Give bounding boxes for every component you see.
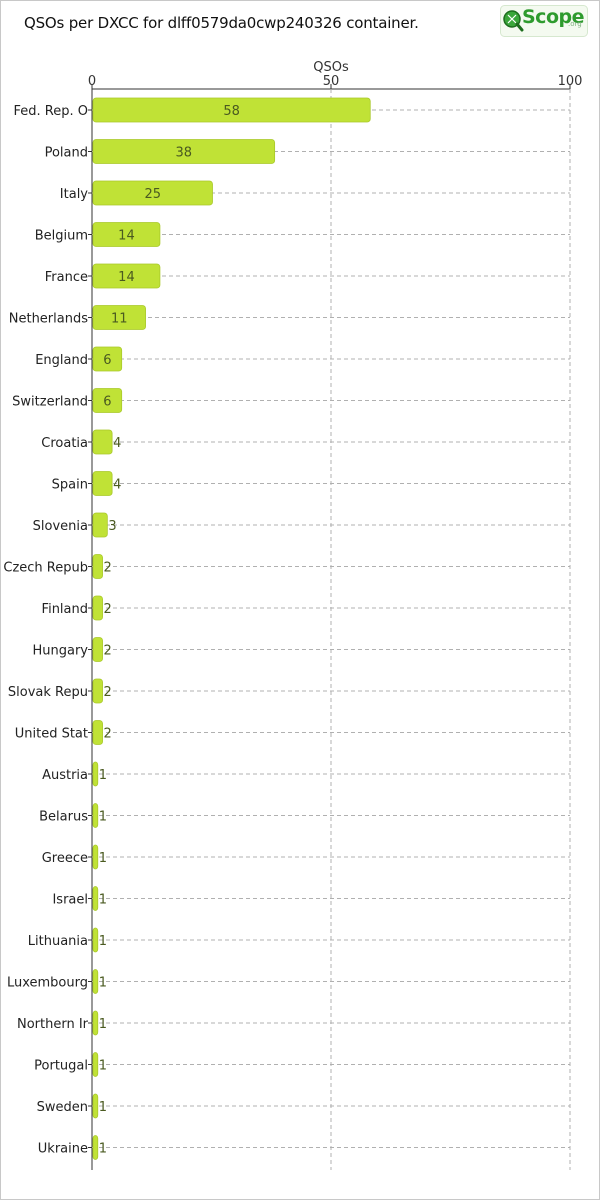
value-label: 6 bbox=[103, 353, 111, 368]
value-label: 1 bbox=[99, 1059, 107, 1074]
bar bbox=[92, 720, 103, 745]
bar bbox=[92, 761, 99, 787]
x-axis-title: QSOs bbox=[313, 60, 349, 75]
category-label: Luxembourg bbox=[7, 976, 88, 991]
category-label: Portugal bbox=[34, 1059, 88, 1074]
value-label: 2 bbox=[104, 602, 112, 617]
value-label: 1 bbox=[99, 810, 107, 825]
bar bbox=[92, 512, 108, 538]
category-label: Lithuania bbox=[28, 934, 88, 949]
category-label: Finland bbox=[42, 602, 88, 617]
bar bbox=[92, 927, 99, 953]
value-label: 2 bbox=[104, 685, 112, 700]
bar bbox=[92, 969, 99, 994]
category-label: Hungary bbox=[32, 644, 88, 659]
logo-main-text: Scope bbox=[522, 6, 585, 28]
value-label: 14 bbox=[118, 270, 135, 285]
value-label: 1 bbox=[99, 1142, 107, 1157]
value-label: 2 bbox=[104, 561, 112, 576]
category-label: Sweden bbox=[37, 1100, 88, 1115]
category-label: France bbox=[45, 270, 88, 285]
value-label: 1 bbox=[99, 1017, 107, 1032]
bar bbox=[92, 1010, 99, 1036]
value-label: 3 bbox=[108, 519, 116, 534]
value-label: 25 bbox=[144, 187, 161, 202]
value-label: 6 bbox=[103, 395, 111, 410]
category-label: Netherlands bbox=[9, 312, 88, 327]
value-label: 1 bbox=[99, 976, 107, 991]
bar bbox=[92, 1135, 99, 1160]
category-label: Poland bbox=[45, 146, 88, 161]
bar bbox=[92, 844, 99, 870]
category-label: England bbox=[35, 353, 88, 368]
category-label: Northern Ir bbox=[17, 1017, 89, 1032]
bar bbox=[92, 678, 103, 704]
value-label: 14 bbox=[118, 229, 135, 244]
category-label: Czech Repub bbox=[3, 561, 88, 576]
bar bbox=[92, 1052, 99, 1077]
bar bbox=[92, 346, 123, 372]
value-label: 2 bbox=[104, 644, 112, 659]
value-label: 38 bbox=[176, 146, 193, 161]
x-tick-label: 100 bbox=[558, 74, 583, 89]
bar bbox=[92, 139, 276, 164]
page-title: QSOs per DXCC for dlff0579da0cwp240326 c… bbox=[24, 14, 419, 32]
bar bbox=[92, 554, 103, 579]
category-label: Belgium bbox=[35, 229, 88, 244]
bar bbox=[92, 180, 213, 206]
category-label: Israel bbox=[52, 893, 88, 908]
category-label: United Stat bbox=[15, 727, 88, 742]
bar bbox=[92, 388, 123, 413]
value-label: 2 bbox=[104, 727, 112, 742]
value-label: 58 bbox=[223, 104, 240, 119]
x-tick-label: 0 bbox=[88, 74, 96, 89]
category-label: Spain bbox=[52, 478, 88, 493]
bar bbox=[92, 305, 146, 330]
bar bbox=[92, 637, 103, 662]
value-label: 1 bbox=[99, 934, 107, 949]
category-label: Austria bbox=[42, 768, 88, 783]
value-label: 4 bbox=[113, 436, 121, 451]
qscope-logo bbox=[500, 5, 588, 37]
category-label: Ukraine bbox=[38, 1142, 88, 1157]
value-label: 11 bbox=[111, 312, 128, 327]
bar bbox=[92, 263, 161, 289]
value-label: 1 bbox=[99, 851, 107, 866]
value-label: 4 bbox=[113, 478, 121, 493]
category-label: Slovak Repu bbox=[8, 685, 88, 700]
x-tick-label: 50 bbox=[323, 74, 340, 89]
category-label: Greece bbox=[42, 851, 88, 866]
bar bbox=[92, 97, 371, 123]
category-label: Fed. Rep. O bbox=[14, 104, 88, 119]
bar bbox=[92, 595, 103, 621]
category-label: Belarus bbox=[39, 810, 88, 825]
logo-sub-text: .org bbox=[568, 20, 582, 28]
category-label: Italy bbox=[60, 187, 89, 202]
bar bbox=[92, 429, 113, 455]
value-label: 1 bbox=[99, 1100, 107, 1115]
value-label: 1 bbox=[99, 768, 107, 783]
bar bbox=[92, 803, 99, 828]
value-label: 1 bbox=[99, 893, 107, 908]
category-label: Slovenia bbox=[33, 519, 88, 534]
bar bbox=[92, 471, 113, 496]
bar bbox=[92, 222, 161, 247]
bar bbox=[92, 886, 99, 911]
category-label: Switzerland bbox=[12, 395, 88, 410]
bar bbox=[92, 1093, 99, 1119]
category-label: Croatia bbox=[41, 436, 88, 451]
